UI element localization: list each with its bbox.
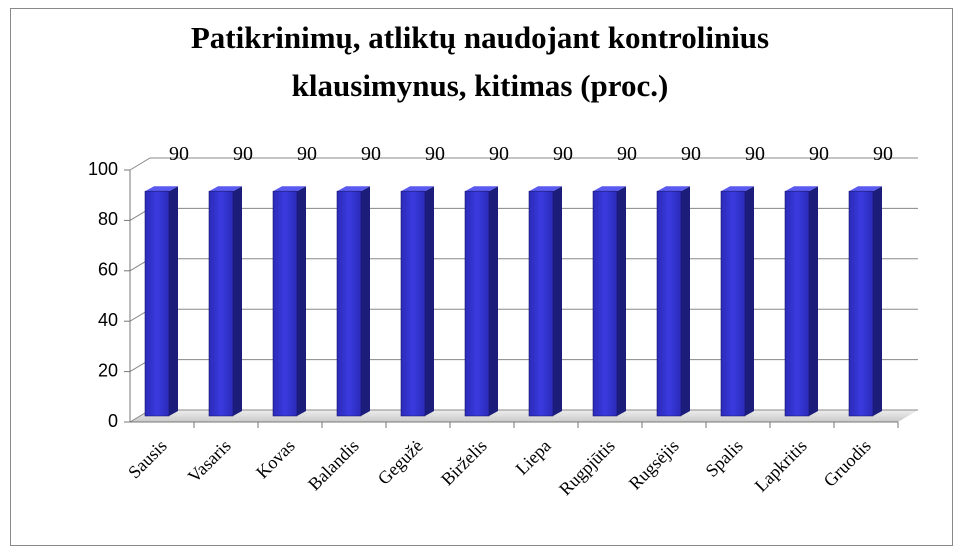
bar-face: [809, 186, 818, 416]
bar-face: [528, 190, 554, 417]
data-label: 90: [489, 143, 509, 165]
y-tick-label: 40: [98, 310, 118, 330]
bar: [464, 186, 498, 417]
data-label: 90: [169, 143, 189, 165]
bar: [208, 186, 242, 417]
data-label: 90: [425, 143, 445, 165]
bar-face: [145, 186, 178, 192]
bar-face: [785, 186, 818, 192]
bar-face: [272, 190, 298, 417]
bar-face: [592, 190, 618, 417]
chart-frame: [10, 8, 953, 546]
data-label: 90: [617, 143, 637, 165]
data-label: 90: [745, 143, 765, 165]
x-tick-label: Rugpjūtis: [555, 436, 619, 500]
bar-face: [657, 186, 690, 192]
bar-face: [617, 186, 626, 416]
y-tick-label: 100: [88, 159, 118, 179]
grid-line: [129, 157, 918, 171]
bar-face: [849, 186, 882, 192]
bar-face: [553, 186, 562, 416]
bar-face: [529, 186, 562, 192]
bar-face: [720, 190, 746, 417]
bar-face: [336, 190, 362, 417]
bar: [528, 186, 562, 417]
data-label: 90: [681, 143, 701, 165]
bar: [784, 186, 818, 417]
bar: [144, 186, 178, 417]
data-label: 90: [873, 143, 893, 165]
y-tick-label: 20: [98, 360, 118, 380]
bar: [592, 186, 626, 417]
bar-face: [297, 186, 306, 416]
y-tick-label: 0: [108, 411, 118, 431]
data-label: 90: [297, 143, 317, 165]
bar-face: [337, 186, 370, 192]
data-label: 90: [553, 143, 573, 165]
x-tick-label: Gruodis: [820, 436, 875, 491]
chart-title: Patikrinimų, atliktų naudojant kontrolin…: [190, 20, 770, 103]
bar-face: [656, 190, 682, 417]
y-tick-label: 60: [98, 260, 118, 280]
bar-face: [233, 186, 242, 416]
bar-face: [745, 186, 754, 416]
bar-face: [273, 186, 306, 192]
x-tick-label: Gegužė: [374, 436, 427, 489]
bar-face: [784, 190, 810, 417]
bar-face: [465, 186, 498, 192]
bar-face: [401, 186, 434, 192]
x-tick-label: Vasaris: [184, 436, 235, 487]
bar-face: [209, 186, 242, 192]
bar: [720, 186, 754, 417]
x-tick-label: Spalis: [701, 436, 746, 481]
bar-face: [721, 186, 754, 192]
bar-face: [464, 190, 490, 417]
x-tick-label: Sausis: [124, 436, 171, 483]
data-label: 90: [233, 143, 253, 165]
x-tick-label: Rugsėjis: [625, 436, 683, 494]
bar-face: [144, 190, 170, 417]
bar: [400, 186, 434, 417]
bar: [656, 186, 690, 417]
x-tick-label: Balandis: [304, 436, 363, 495]
bar-face: [593, 186, 626, 192]
bar-face: [681, 186, 690, 416]
bar-face: [489, 186, 498, 416]
bar: [272, 186, 306, 417]
bar-face: [361, 186, 370, 416]
data-label: 90: [809, 143, 829, 165]
x-tick-label: Birželis: [437, 436, 491, 490]
data-label: 90: [361, 143, 381, 165]
bar-face: [873, 186, 882, 416]
bar-face: [425, 186, 434, 416]
bar-face: [848, 190, 874, 417]
y-tick-label: 80: [98, 209, 118, 229]
bar-face: [208, 190, 234, 417]
bar-face: [400, 190, 426, 417]
x-tick-label: Kovas: [252, 436, 299, 483]
bar-face: [169, 186, 178, 416]
bar: [336, 186, 370, 417]
x-tick-label: Lapkritis: [751, 436, 811, 496]
bar: [848, 186, 882, 417]
x-tick-label: Liepa: [512, 436, 555, 479]
